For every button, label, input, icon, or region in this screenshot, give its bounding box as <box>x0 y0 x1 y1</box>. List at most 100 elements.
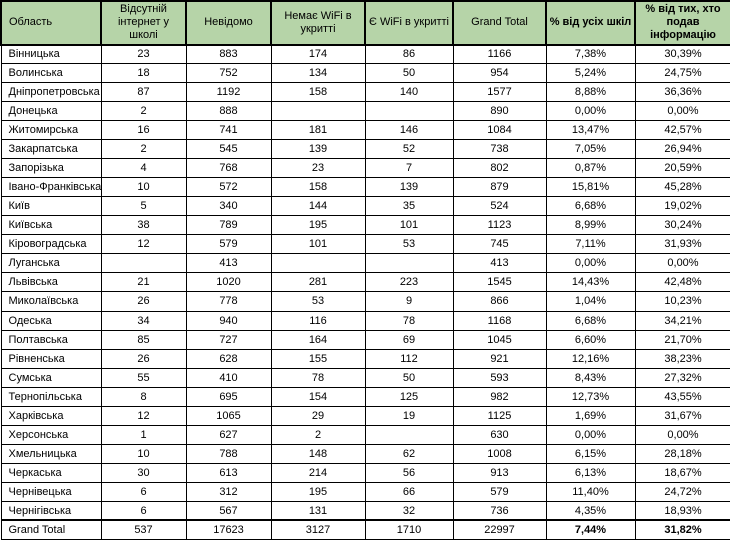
table-row: Вінницька 23 883 174 86 1166 7,38% 30,39% <box>0 44 730 65</box>
value-cell: 627 <box>185 424 272 445</box>
region-cell: Рівненська <box>0 348 102 369</box>
value-cell: 86 <box>364 44 454 65</box>
value-cell: 35 <box>364 196 454 217</box>
value-cell: 42,57% <box>634 120 730 141</box>
value-cell: 101 <box>270 234 366 255</box>
grand-total-row: Grand Total 537 17623 3127 1710 22997 7,44% 31,… <box>0 519 730 540</box>
region-cell: Grand Total <box>0 519 102 540</box>
value-cell: 572 <box>185 177 272 198</box>
value-cell: 101 <box>364 215 454 236</box>
value-cell: 50 <box>364 63 454 84</box>
value-cell: 6 <box>100 481 187 502</box>
value-cell: 8,43% <box>545 367 636 388</box>
value-cell: 2 <box>100 139 187 160</box>
value-cell: 1125 <box>452 405 547 426</box>
value-cell: 778 <box>185 291 272 312</box>
value-cell: 24,72% <box>634 481 730 502</box>
value-cell: 1123 <box>452 215 547 236</box>
value-cell: 146 <box>364 120 454 141</box>
table-row: Черкаська 30 613 214 56 913 6,13% 18,67% <box>0 462 730 483</box>
region-cell: Луганська <box>0 253 102 274</box>
value-cell: 66 <box>364 481 454 502</box>
value-cell: 6,15% <box>545 443 636 464</box>
column-header: Grand Total <box>452 0 547 46</box>
value-cell: 5,24% <box>545 63 636 84</box>
value-cell: 155 <box>270 348 366 369</box>
value-cell: 164 <box>270 329 366 350</box>
value-cell: 30 <box>100 462 187 483</box>
table-row: Львівська 21 1020 281 223 1545 14,43% 42,48% <box>0 272 730 293</box>
table-row: Сумська 55 410 78 50 593 8,43% 27,32% <box>0 367 730 388</box>
value-cell: 7,44% <box>545 519 636 540</box>
value-cell: 537 <box>100 519 187 540</box>
value-cell: 6,68% <box>545 310 636 331</box>
region-cell: Запорізька <box>0 158 102 179</box>
region-cell: Львівська <box>0 272 102 293</box>
value-cell: 879 <box>452 177 547 198</box>
value-cell: 42,48% <box>634 272 730 293</box>
value-cell: 736 <box>452 500 547 521</box>
header-row: Область Відсутній інтернет у школі Невідом… <box>0 0 730 46</box>
value-cell: 55 <box>100 367 187 388</box>
value-cell: 9 <box>364 291 454 312</box>
value-cell: 413 <box>185 253 272 274</box>
value-cell: 741 <box>185 120 272 141</box>
value-cell <box>364 424 454 445</box>
value-cell: 940 <box>185 310 272 331</box>
table-row: Тернопільська 8 695 154 125 982 12,73% 43,55% <box>0 386 730 407</box>
value-cell: 24,75% <box>634 63 730 84</box>
value-cell: 34,21% <box>634 310 730 331</box>
table-row: Харківська 12 1065 29 19 1125 1,69% 31,67% <box>0 405 730 426</box>
value-cell: 1020 <box>185 272 272 293</box>
value-cell: 131 <box>270 500 366 521</box>
value-cell: 20,59% <box>634 158 730 179</box>
value-cell: 0,00% <box>634 253 730 274</box>
value-cell: 1 <box>100 424 187 445</box>
table-row: Полтавська 85 727 164 69 1045 6,60% 21,70% <box>0 329 730 350</box>
value-cell: 410 <box>185 367 272 388</box>
value-cell: 281 <box>270 272 366 293</box>
table-row: Волинська 18 752 134 50 954 5,24% 24,75% <box>0 63 730 84</box>
value-cell: 10,23% <box>634 291 730 312</box>
region-cell: Одеська <box>0 310 102 331</box>
value-cell: 78 <box>270 367 366 388</box>
value-cell: 14,43% <box>545 272 636 293</box>
value-cell: 31,82% <box>634 519 730 540</box>
region-cell: Житомирська <box>0 120 102 141</box>
value-cell: 30,39% <box>634 44 730 65</box>
value-cell: 7 <box>364 158 454 179</box>
region-cell: Чернігівська <box>0 500 102 521</box>
value-cell: 524 <box>452 196 547 217</box>
value-cell: 1545 <box>452 272 547 293</box>
value-cell: 0,00% <box>545 424 636 445</box>
value-cell: 21 <box>100 272 187 293</box>
table-row: Донецька 2 888 890 0,00% 0,00% <box>0 101 730 122</box>
value-cell: 144 <box>270 196 366 217</box>
value-cell: 17623 <box>185 519 272 540</box>
value-cell: 18,93% <box>634 500 730 521</box>
value-cell: 38,23% <box>634 348 730 369</box>
column-header: Немає WiFi в укритті <box>270 0 366 46</box>
value-cell: 413 <box>452 253 547 274</box>
table-row: Чернігівська 6 567 131 32 736 4,35% 18,93% <box>0 500 730 521</box>
value-cell: 12 <box>100 405 187 426</box>
value-cell: 0,00% <box>634 101 730 122</box>
value-cell: 8 <box>100 386 187 407</box>
value-cell: 866 <box>452 291 547 312</box>
region-cell: Чернівецька <box>0 481 102 502</box>
value-cell: 23 <box>270 158 366 179</box>
table-row: Херсонська 1 627 2 630 0,00% 0,00% <box>0 424 730 445</box>
value-cell: 593 <box>452 367 547 388</box>
value-cell: 0,00% <box>545 253 636 274</box>
value-cell: 158 <box>270 82 366 103</box>
region-cell: Харківська <box>0 405 102 426</box>
region-cell: Хмельницька <box>0 443 102 464</box>
region-cell: Херсонська <box>0 424 102 445</box>
value-cell: 18,67% <box>634 462 730 483</box>
value-cell: 613 <box>185 462 272 483</box>
value-cell: 579 <box>185 234 272 255</box>
region-cell: Волинська <box>0 63 102 84</box>
region-cell: Миколаївська <box>0 291 102 312</box>
table-row: Хмельницька 10 788 148 62 1008 6,15% 28,18% <box>0 443 730 464</box>
value-cell: 50 <box>364 367 454 388</box>
